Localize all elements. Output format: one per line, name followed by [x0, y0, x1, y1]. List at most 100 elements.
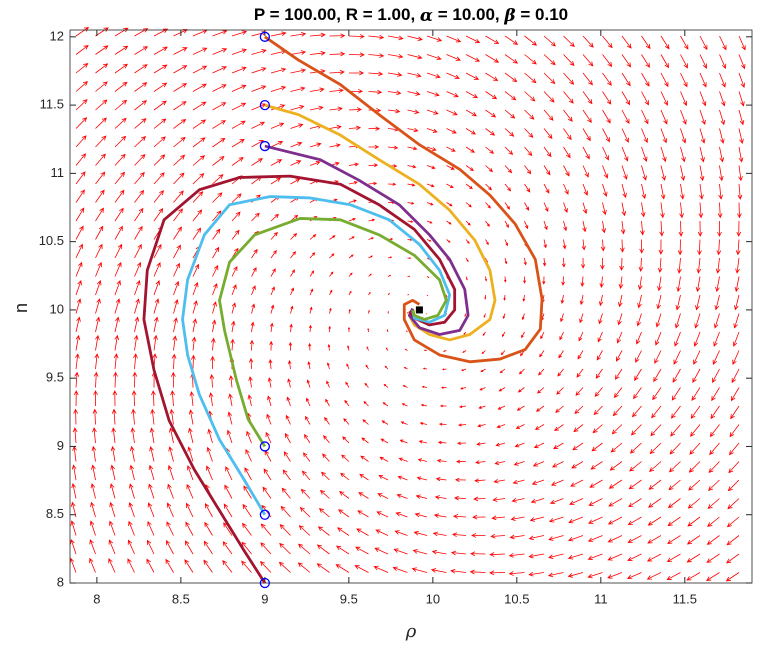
field-arrow — [303, 434, 311, 444]
field-arrow — [719, 109, 726, 126]
field-arrow — [667, 498, 681, 509]
field-arrow — [212, 155, 225, 166]
field-arrow — [504, 165, 513, 174]
field-arrow — [688, 479, 701, 491]
field-arrow — [354, 565, 369, 573]
field-arrow — [714, 294, 720, 311]
field-arrow — [329, 289, 333, 296]
field-arrow — [641, 146, 648, 162]
field-arrow — [231, 102, 247, 111]
field-arrow — [706, 572, 720, 581]
field-arrow — [70, 520, 77, 536]
field-arrow — [567, 535, 584, 542]
field-arrow — [602, 54, 613, 68]
field-arrow — [482, 331, 486, 337]
field-arrow — [290, 160, 302, 166]
field-arrow — [574, 405, 584, 415]
field-arrow — [320, 471, 330, 481]
field-arrow — [528, 553, 545, 559]
field-arrow — [251, 158, 263, 166]
field-arrow — [93, 371, 99, 388]
field-arrow — [508, 552, 525, 558]
field-arrow — [309, 142, 322, 148]
field-arrow — [485, 146, 495, 154]
field-arrow — [730, 387, 740, 402]
field-arrow — [657, 276, 662, 292]
field-arrow — [738, 72, 746, 88]
field-arrow — [329, 235, 336, 240]
field-arrow — [559, 331, 564, 341]
field-arrow — [451, 532, 467, 538]
field-arrow — [635, 331, 642, 345]
trajectory — [181, 195, 452, 516]
field-arrow — [378, 475, 389, 481]
field-arrow — [479, 387, 486, 391]
field-arrow — [95, 45, 109, 55]
field-arrow — [329, 143, 341, 148]
x-tick-label: 9.5 — [340, 591, 358, 606]
field-arrow — [383, 383, 389, 388]
x-axis-label: ρ — [405, 621, 417, 642]
field-arrow — [463, 331, 467, 335]
field-arrow — [75, 207, 85, 222]
field-arrow — [539, 350, 545, 358]
field-arrow — [613, 387, 623, 399]
field-arrow — [70, 538, 77, 555]
field-arrow — [212, 174, 224, 185]
field-arrow — [95, 280, 102, 296]
field-arrow — [600, 257, 605, 270]
field-arrow — [712, 350, 720, 365]
field-arrow — [719, 54, 727, 70]
field-arrow — [465, 72, 480, 80]
field-arrow — [563, 128, 572, 141]
field-arrow — [384, 365, 389, 370]
field-arrow — [413, 530, 428, 536]
field-arrow — [580, 276, 585, 287]
field-arrow — [284, 432, 291, 444]
field-arrow — [619, 257, 625, 271]
field-arrow — [128, 501, 135, 518]
field-arrow — [500, 350, 506, 356]
field-arrow — [512, 479, 525, 485]
field-arrow — [571, 461, 584, 469]
field-arrow — [719, 128, 725, 144]
field-arrow — [686, 535, 701, 545]
field-arrow — [151, 390, 156, 407]
field-arrow — [368, 181, 378, 186]
field-arrow — [556, 387, 564, 395]
field-arrow — [348, 181, 358, 185]
field-arrow — [481, 350, 486, 355]
field-arrow — [387, 145, 399, 150]
field-arrow — [114, 261, 122, 277]
field-arrow — [186, 465, 194, 481]
field-arrow — [713, 313, 720, 329]
x-tick-label: 8 — [93, 591, 100, 606]
field-arrow — [560, 294, 565, 305]
field-arrow — [478, 405, 486, 409]
field-arrow — [329, 88, 344, 93]
field-arrow — [524, 202, 530, 211]
field-arrow — [93, 390, 98, 407]
field-arrow — [446, 294, 448, 298]
field-arrow — [697, 239, 702, 256]
field-arrow — [264, 450, 272, 462]
field-arrow — [173, 208, 183, 222]
field-arrow — [504, 91, 517, 101]
field-arrow — [153, 334, 158, 351]
field-arrow — [89, 557, 96, 573]
field-arrow — [560, 313, 564, 323]
field-arrow — [594, 387, 603, 397]
field-arrow — [150, 408, 156, 425]
field-arrow — [504, 72, 518, 83]
chart-title: P = 100.00, R = 1.00, α = 10.00, β = 0.1… — [254, 5, 568, 25]
field-arrow — [493, 479, 506, 484]
field-arrow — [114, 99, 128, 111]
field-arrow — [400, 421, 408, 425]
field-arrow — [719, 91, 726, 107]
field-arrow — [656, 294, 662, 310]
field-arrow — [231, 211, 241, 222]
field-arrow — [516, 405, 525, 411]
field-arrow — [465, 35, 481, 44]
field-arrow — [528, 571, 545, 577]
field-arrow — [251, 49, 267, 55]
